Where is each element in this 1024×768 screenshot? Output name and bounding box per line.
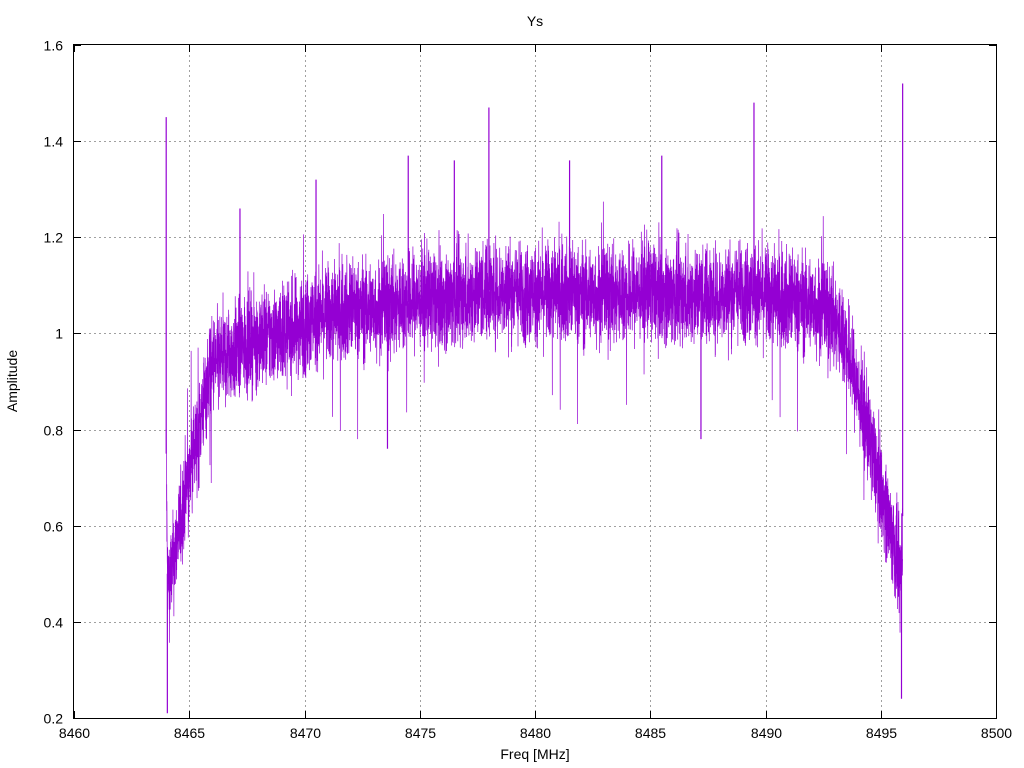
y-tick-label: 1.6: [44, 38, 64, 54]
plot-area: [165, 83, 904, 714]
y-tick-label: 1.4: [44, 134, 64, 150]
x-axis-ticks: 8460 8465 8470 8475 8480 8485 8490 8495 8500: [59, 45, 1012, 741]
x-tick-label: 8480: [520, 725, 551, 741]
chart-title: Ys: [527, 13, 543, 29]
x-tick-label: 8495: [866, 725, 897, 741]
x-tick-label: 8500: [981, 725, 1012, 741]
x-tick-label: 8465: [174, 725, 205, 741]
y-axis-title: Amplitude: [4, 350, 20, 412]
y-tick-label: 1.2: [44, 230, 64, 246]
x-tick-label: 8485: [635, 725, 666, 741]
y-tick-label: 0.8: [44, 423, 64, 439]
y-tick-label: 1: [55, 326, 63, 342]
y-tick-label: 0.4: [44, 615, 64, 631]
y-axis-ticks: 0.2 0.4 0.6 0.8 1 1.2 1.4 1.6: [44, 38, 996, 727]
x-axis-title: Freq [MHz]: [500, 746, 569, 762]
x-tick-label: 8475: [405, 725, 436, 741]
x-tick-label: 8470: [290, 725, 321, 741]
spectrum-trace: [165, 201, 903, 643]
y-tick-label: 0.6: [44, 519, 64, 535]
x-tick-label: 8490: [751, 725, 782, 741]
x-tick-label: 8460: [59, 725, 90, 741]
plot-frame: [73, 44, 997, 719]
y-tick-label: 0.2: [44, 711, 64, 727]
